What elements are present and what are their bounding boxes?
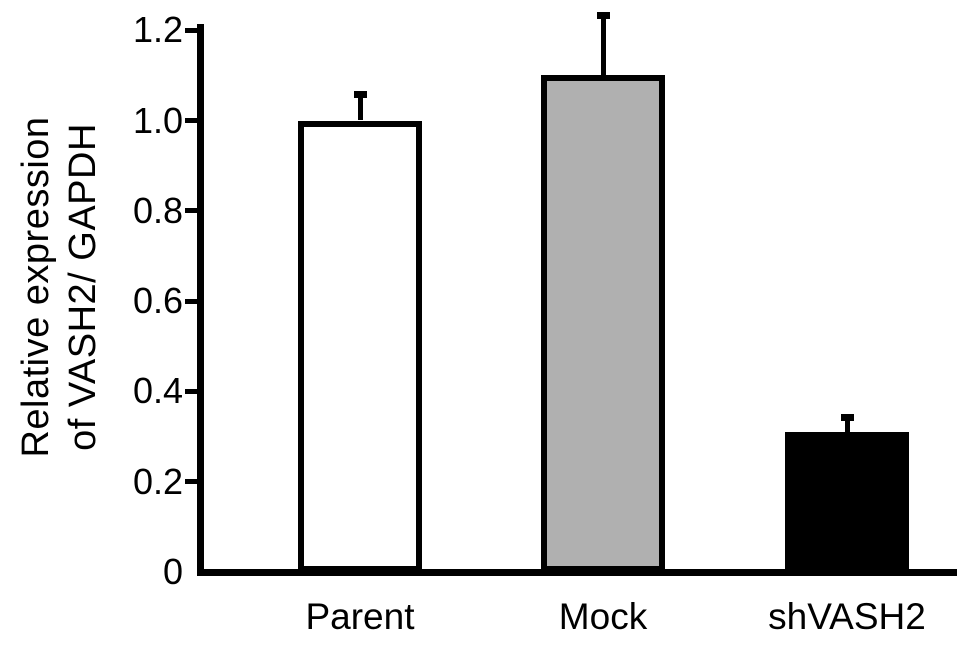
error-cap-shvash2 <box>840 413 854 421</box>
y-tick-label: 0.6 <box>132 280 183 322</box>
error-cap-parent <box>353 91 367 99</box>
y-axis-label: Relative expression of VASH2/ GAPDH <box>13 116 107 457</box>
y-axis-line <box>197 24 204 576</box>
y-tick-label: 1.2 <box>132 9 183 51</box>
y-axis-label-line-2: of VASH2/ GAPDH <box>62 123 104 451</box>
error-bar-parent <box>357 91 363 121</box>
x-axis-line <box>197 569 957 576</box>
y-tick-mark <box>185 479 197 485</box>
bar-parent <box>298 120 422 572</box>
y-tick-mark <box>185 27 197 33</box>
y-axis-label-line-1: Relative expression <box>15 116 57 458</box>
y-tick-mark <box>185 208 197 214</box>
y-tick-label: 1.0 <box>132 99 183 141</box>
y-tick-label: 0 <box>162 551 183 592</box>
y-tick-label: 0.8 <box>132 189 183 231</box>
error-bar-mock <box>600 12 606 76</box>
y-tick-mark <box>185 388 197 394</box>
error-cap-mock <box>596 12 610 20</box>
y-tick-mark <box>185 118 197 123</box>
bar-mock <box>541 75 665 572</box>
y-tick-label: 0.2 <box>132 460 183 502</box>
bar-shvash2 <box>785 432 909 572</box>
y-tick-mark <box>185 298 197 304</box>
error-bar-shvash2 <box>844 413 850 433</box>
x-category-label-parent: Parent <box>305 596 415 637</box>
x-category-label-shvash2: shVASH2 <box>768 596 926 637</box>
y-tick-label: 0.4 <box>132 370 183 412</box>
x-category-label-mock: Mock <box>558 596 648 637</box>
